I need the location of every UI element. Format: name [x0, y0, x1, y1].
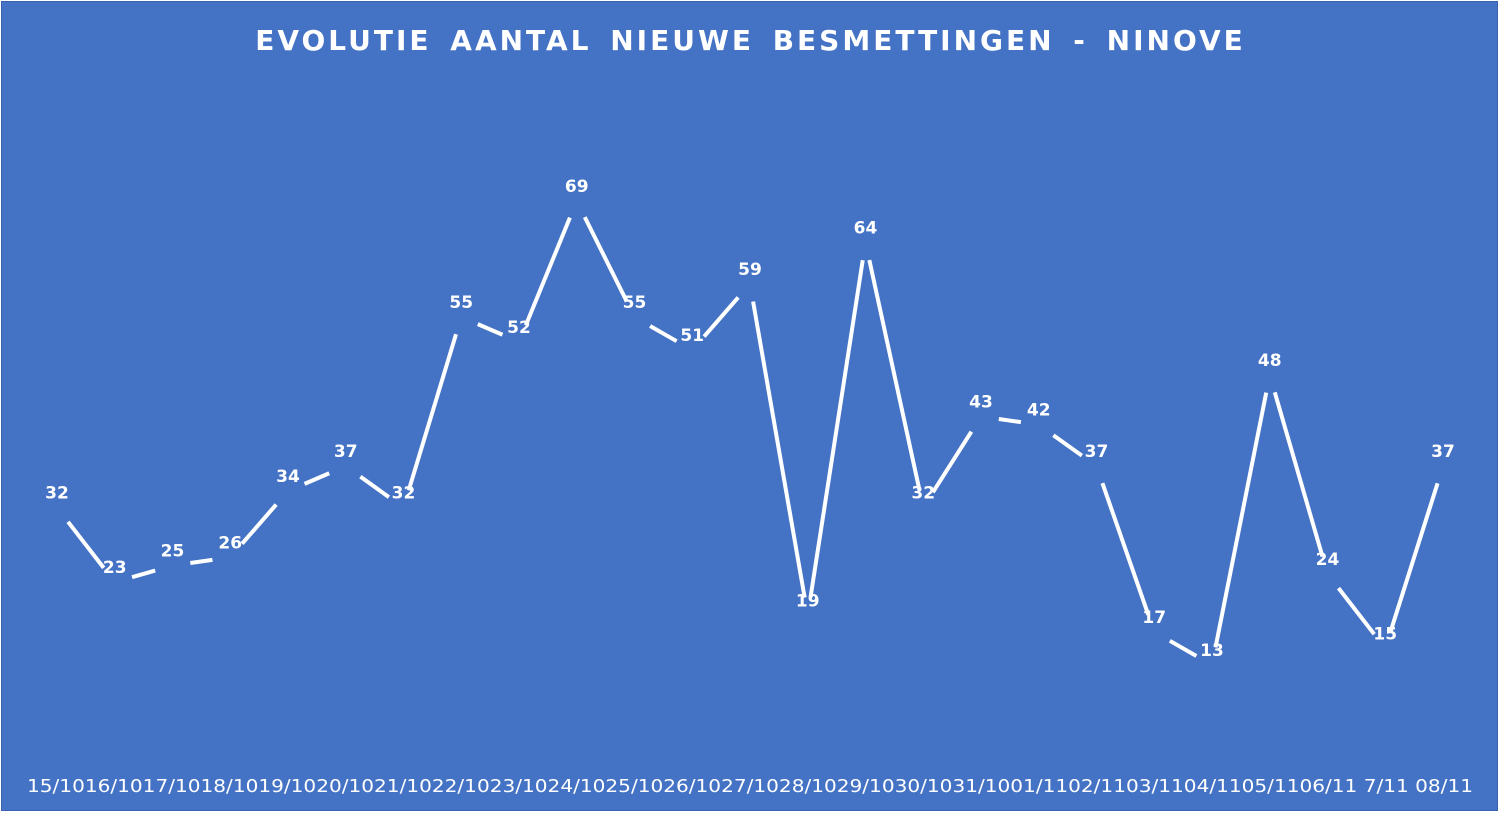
data-label-24/10: 69 — [565, 177, 589, 197]
line-segment-01/11 — [1052, 433, 1084, 458]
chart-title: EVOLUTIE AANTAL NIEUWE BESMETTINGEN - NI… — [255, 24, 1246, 57]
data-label-25/10: 55 — [623, 293, 647, 313]
line-segment-19/10 — [303, 471, 331, 486]
line-segment-28/10 — [808, 259, 865, 598]
line-segment-21/10 — [406, 333, 458, 491]
line-segment-18/10 — [240, 503, 278, 546]
line-segment-25/10 — [649, 324, 678, 343]
data-label-08/11: 37 — [1431, 442, 1455, 462]
data-label-29/10: 64 — [854, 218, 878, 238]
line-segment-15/10 — [66, 520, 106, 570]
data-label-18/10: 26 — [218, 533, 242, 553]
data-label-31/10: 43 — [969, 392, 993, 412]
x-axis-tick-labels: 15/1016/1017/1018/1019/1020/1021/1022/10… — [27, 776, 1473, 797]
data-label-02/11: 37 — [1085, 442, 1109, 462]
data-labels: 32 23 25 26 34 37 32 55 52 69 55 51 59 19 64 32 43 42 37 17… — [45, 177, 1455, 661]
line-segment-26/10 — [702, 296, 740, 338]
line-segment-31/10 — [998, 417, 1022, 425]
series-line — [66, 216, 1440, 658]
line-segment-23/10 — [523, 216, 572, 326]
data-label-03/11: 17 — [1142, 608, 1166, 628]
data-label-26/10: 51 — [680, 326, 704, 346]
line-segment-22/10 — [476, 322, 504, 337]
data-label-7/11: 15 — [1373, 624, 1397, 644]
line-segment-03/11 — [1168, 639, 1198, 658]
line-segment-7/11 — [1388, 482, 1440, 632]
drop-lines — [56, 201, 1444, 754]
data-label-27/10: 59 — [738, 260, 762, 280]
data-label-19/10: 34 — [276, 467, 300, 487]
line-segment-04/11 — [1213, 392, 1269, 648]
line-segment-20/10 — [359, 475, 391, 499]
data-label-01/11: 42 — [1027, 401, 1051, 421]
line-segment-29/10 — [867, 259, 922, 491]
data-label-20/10: 37 — [334, 442, 358, 462]
data-label-22/10: 55 — [449, 293, 473, 313]
data-label-04/11: 13 — [1200, 641, 1224, 661]
data-label-17/10: 25 — [161, 542, 185, 562]
line-segment-02/11 — [1100, 482, 1151, 616]
line-segment-27/10 — [751, 301, 807, 598]
data-label-30/10: 32 — [911, 484, 935, 504]
line-segment-06/11 — [1336, 586, 1376, 636]
data-label-05/11: 48 — [1258, 351, 1282, 371]
data-label-28/10: 19 — [796, 591, 820, 611]
line-segment-30/10 — [931, 430, 974, 494]
data-label-15/10: 32 — [45, 484, 69, 504]
line-segment-17/10 — [190, 557, 213, 565]
line-segment-05/11 — [1272, 391, 1325, 558]
data-label-21/10: 32 — [392, 484, 416, 504]
data-label-23/10: 52 — [507, 318, 531, 338]
line-segment-24/10 — [582, 216, 629, 302]
data-label-16/10: 23 — [103, 558, 127, 578]
data-label-06/11: 24 — [1316, 550, 1340, 570]
line-segment-16/10 — [131, 568, 156, 580]
